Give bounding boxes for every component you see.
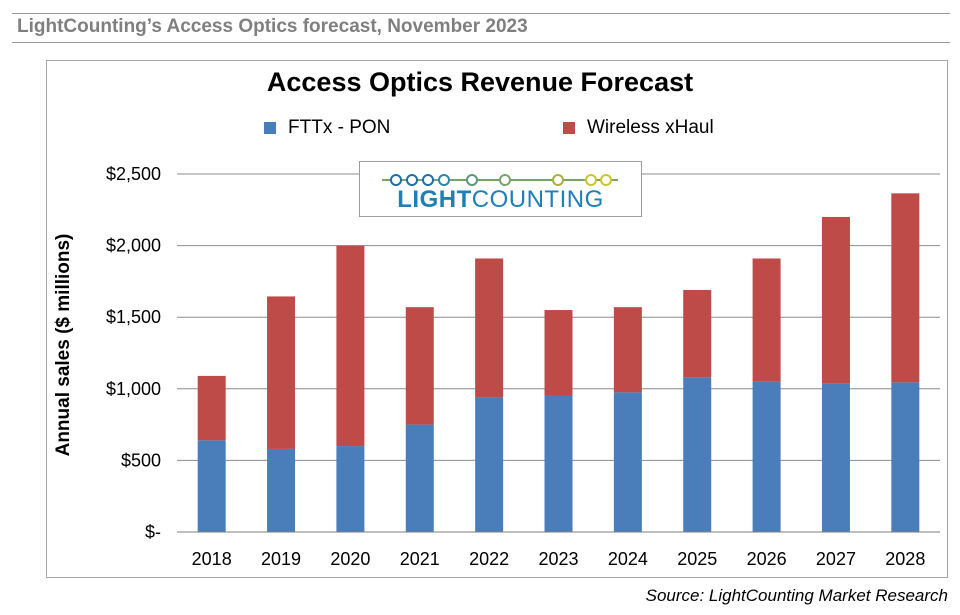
bar-wireless-2018 — [197, 375, 226, 441]
x-tick-label: 2026 — [747, 549, 787, 569]
x-tick-label: 2020 — [330, 549, 370, 569]
bar-wireless-2021 — [405, 307, 434, 425]
bar-fttx-2019 — [267, 448, 296, 532]
header-bottom-rule — [12, 42, 950, 43]
x-tick-label: 2024 — [608, 549, 648, 569]
y-tick-label: $2,500 — [106, 164, 161, 184]
bar-fttx-2028 — [891, 382, 920, 532]
x-tick-label: 2023 — [538, 549, 578, 569]
bar-wireless-2020 — [336, 245, 365, 447]
bar-fttx-2027 — [821, 383, 850, 532]
x-tick-label: 2019 — [261, 549, 301, 569]
x-tick-label: 2022 — [469, 549, 509, 569]
bar-fttx-2018 — [197, 440, 226, 532]
bar-wireless-2022 — [475, 258, 504, 398]
y-tick-label: $2,000 — [106, 236, 161, 256]
bar-wireless-2023 — [544, 310, 573, 396]
bar-wireless-2028 — [891, 193, 920, 383]
legend-label-fttx: FTTx - PON — [288, 117, 391, 138]
legend-item-fttx: FTTx - PON — [264, 116, 390, 140]
header-top-rule — [12, 13, 950, 14]
legend-label-wireless: Wireless xHaul — [587, 117, 714, 138]
legend-item-wireless: Wireless xHaul — [563, 116, 714, 140]
x-tick-label: 2028 — [885, 549, 925, 569]
x-tick-label: 2018 — [192, 549, 232, 569]
logo-wordmark: LIGHTCOUNTING — [397, 186, 604, 213]
bar-fttx-2026 — [752, 381, 781, 532]
y-tick-label: $1,500 — [106, 307, 161, 327]
legend-swatch-wireless — [563, 122, 575, 134]
bar-wireless-2025 — [683, 289, 712, 378]
source-note: Source: LightCounting Market Research — [645, 586, 948, 605]
y-tick-label: $- — [145, 522, 161, 542]
bar-wireless-2019 — [267, 296, 296, 449]
y-tick-label: $500 — [121, 450, 161, 470]
chart-title: Access Optics Revenue Forecast — [266, 67, 694, 97]
x-tick-label: 2027 — [816, 549, 856, 569]
bar-fttx-2022 — [475, 397, 504, 532]
bar-wireless-2024 — [613, 307, 642, 393]
bar-wireless-2027 — [821, 216, 850, 384]
bar-fttx-2023 — [544, 395, 573, 532]
bar-fttx-2021 — [405, 424, 434, 532]
page-title: LightCounting’s Access Optics forecast, … — [17, 16, 528, 37]
bar-wireless-2026 — [752, 258, 781, 382]
legend-swatch-fttx — [264, 122, 276, 134]
bar-fttx-2020 — [336, 446, 365, 532]
lightcounting-logo: LIGHTCOUNTING — [359, 161, 642, 217]
x-tick-label: 2021 — [400, 549, 440, 569]
bar-fttx-2025 — [683, 377, 712, 532]
logo-chain-icon — [382, 174, 618, 186]
x-tick-label: 2025 — [677, 549, 717, 569]
bar-fttx-2024 — [613, 392, 642, 532]
y-tick-label: $1,000 — [106, 379, 161, 399]
